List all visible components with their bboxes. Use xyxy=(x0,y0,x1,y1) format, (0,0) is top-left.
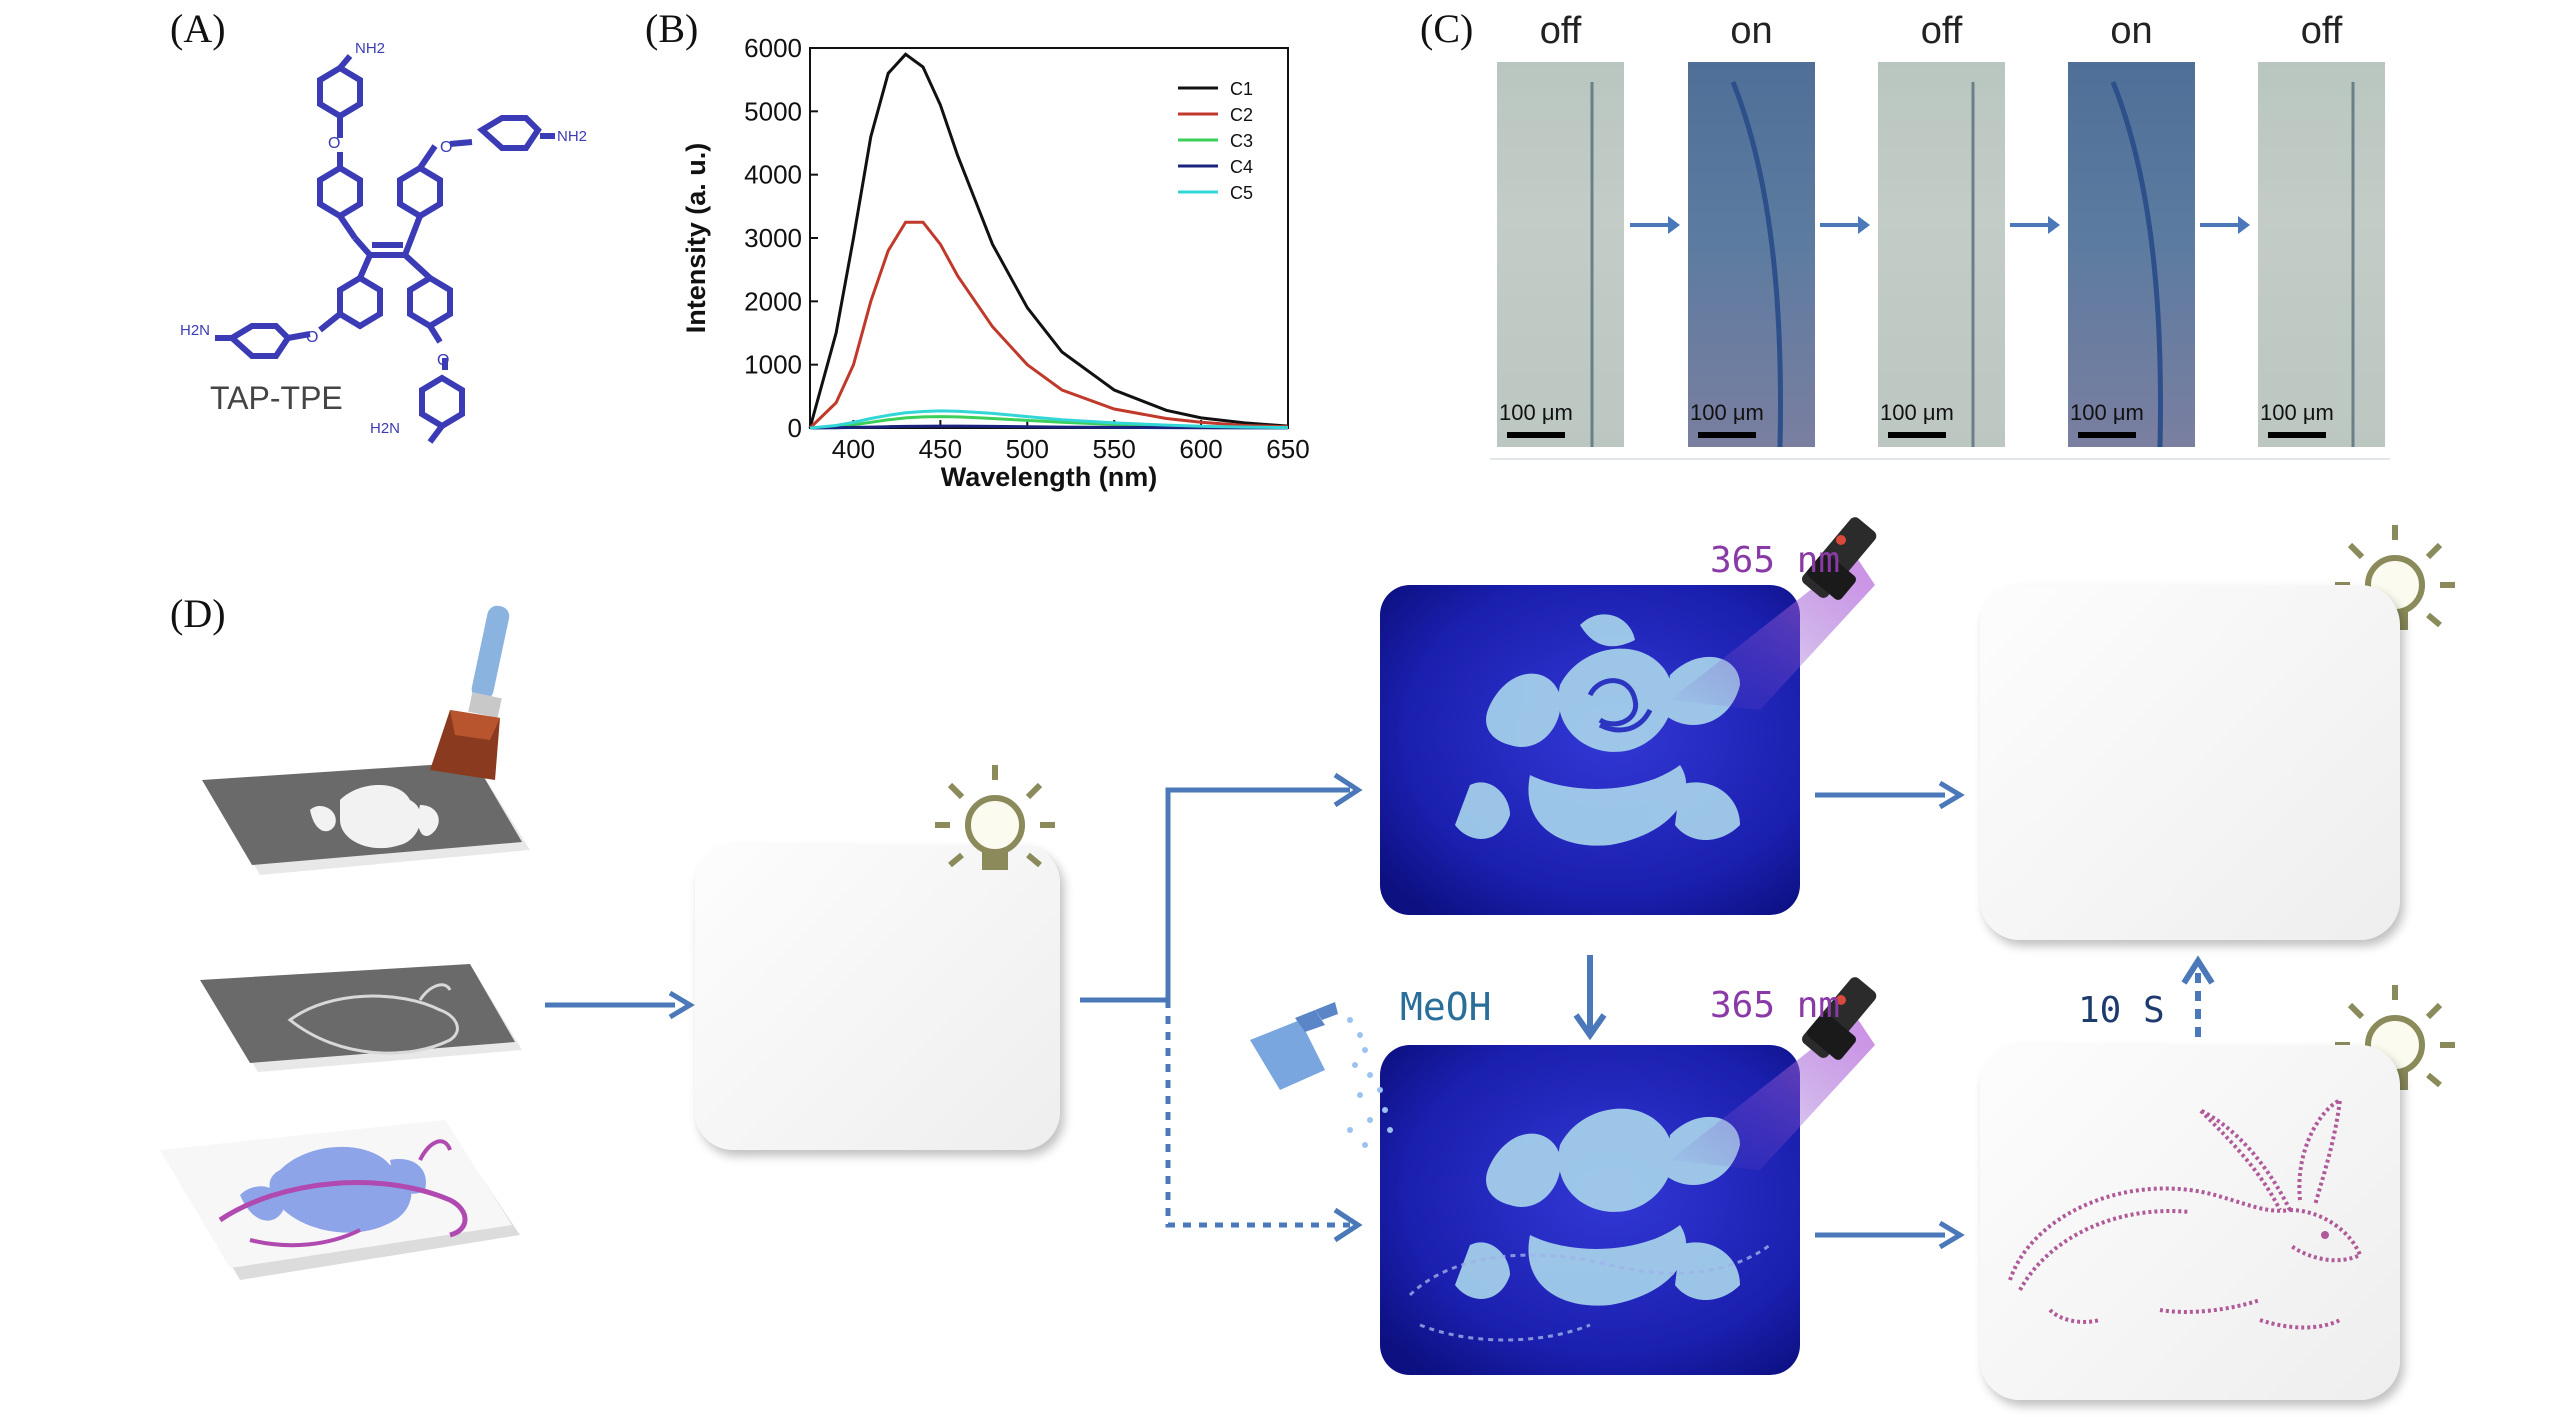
time-label: 10 S xyxy=(2078,990,2165,1031)
svg-text:O: O xyxy=(306,329,318,346)
state-label-on: on xyxy=(1730,10,1773,52)
state-label-off: off xyxy=(2300,10,2343,52)
amine-label-right: NH2 xyxy=(557,128,588,145)
panel-b-label: (B) xyxy=(645,6,699,51)
series-line-c2 xyxy=(808,220,1289,430)
panel-d-label: (D) xyxy=(170,591,226,636)
uv-wavelength-label-bottom: 365 nm xyxy=(1710,985,1841,1026)
y-tick-label: 5000 xyxy=(744,96,802,126)
svg-text:O: O xyxy=(328,135,340,152)
x-tick-label: 450 xyxy=(919,434,962,464)
x-tick-label: 400 xyxy=(832,434,875,464)
scale-bar-label: 100 μm xyxy=(1499,400,1573,425)
uv-flashlight-icon xyxy=(1670,517,1877,710)
legend-label-c1: C1 xyxy=(1230,79,1253,99)
series-line-c5 xyxy=(809,409,1289,430)
microfiber-photo-off xyxy=(1497,62,1624,447)
uv-rose-panel-top xyxy=(1380,585,1800,915)
scale-bar-label: 100 μm xyxy=(1690,400,1764,425)
y-tick-label: 4000 xyxy=(744,160,802,190)
molecule-name: TAP-TPE xyxy=(210,380,343,416)
y-tick-label: 6000 xyxy=(744,33,802,63)
legend-label-c3: C3 xyxy=(1230,131,1253,151)
scale-bar-label: 100 μm xyxy=(2070,400,2144,425)
series-line-c4 xyxy=(809,424,1288,430)
panel-a-label: (A) xyxy=(170,6,226,51)
microfiber-photo-off xyxy=(1878,62,2005,447)
uv-wavelength-label-top: 365 nm xyxy=(1710,540,1841,581)
arrow-down-to-methanol-step xyxy=(1573,955,1607,1040)
methanol-label: MeOH xyxy=(1400,985,1492,1029)
amine-label-top: NH2 xyxy=(355,40,386,57)
legend-label-c2: C2 xyxy=(1230,105,1253,125)
microfiber-photo-on xyxy=(2068,62,2195,447)
amine-label-bottom: H2N xyxy=(370,420,401,437)
y-tick-label: 2000 xyxy=(744,286,802,316)
y-tick-label: 1000 xyxy=(744,350,802,380)
microfiber-photo-on xyxy=(1688,62,1815,447)
scale-bar xyxy=(1698,432,1756,438)
dashed-arrow-up xyxy=(2181,955,2215,1055)
y-tick-label: 0 xyxy=(788,413,802,443)
scale-bar xyxy=(1888,432,1946,438)
x-tick-label: 600 xyxy=(1179,434,1222,464)
blank-paper-card xyxy=(695,845,1060,1150)
scale-bar xyxy=(1507,432,1565,438)
arrow-to-faded-card xyxy=(1815,780,1965,810)
legend-label-c5: C5 xyxy=(1230,183,1253,203)
scale-bar xyxy=(2268,432,2326,438)
arrow-to-blank-card xyxy=(545,990,695,1020)
tap-tpe-molecule-structure: O O O O xyxy=(215,54,555,444)
y-axis-label: Intensity (a. u.) xyxy=(681,143,711,334)
scale-bar-label: 100 μm xyxy=(1880,400,1954,425)
x-tick-label: 500 xyxy=(1006,434,1049,464)
stencil-stack-illustration xyxy=(160,762,530,1280)
light-bulb-icon xyxy=(935,765,1055,870)
y-tick-label: 3000 xyxy=(744,223,802,253)
x-tick-label: 650 xyxy=(1266,434,1309,464)
state-label-off: off xyxy=(1920,10,1963,52)
sequence-arrow-icon xyxy=(2198,210,2254,245)
legend-label-c4: C4 xyxy=(1230,157,1253,177)
plot-frame xyxy=(809,47,1289,429)
x-axis-label: Wavelength (nm) xyxy=(941,462,1158,492)
state-label-on: on xyxy=(2110,10,2153,52)
sequence-arrow-icon xyxy=(1818,210,1874,245)
x-tick-label: 550 xyxy=(1092,434,1135,464)
svg-text:O: O xyxy=(440,139,452,156)
rabbit-drawing xyxy=(2008,1096,2363,1330)
faded-paper-card xyxy=(1980,585,2400,940)
microfiber-photo-off xyxy=(2258,62,2385,447)
state-label-off: off xyxy=(1539,10,1582,52)
uv-rose-panel-bottom xyxy=(1380,1045,1800,1375)
branching-arrows xyxy=(1080,772,1363,1243)
arrow-to-rabbit-card xyxy=(1815,1220,1965,1250)
svg-text:O: O xyxy=(437,352,449,369)
sequence-arrow-icon xyxy=(1628,210,1684,245)
spray-bottle-icon xyxy=(1250,1002,1393,1148)
emission-spectra-chart: 400 450 500 550 600 650 0 1000 2000 3000 4000 5000 6… xyxy=(681,33,1310,492)
amine-label-left: H2N xyxy=(180,322,211,339)
scale-bar xyxy=(2078,432,2136,438)
panel-c-baseline xyxy=(1490,458,2390,460)
scale-bar-label: 100 μm xyxy=(2260,400,2334,425)
series-line-c1 xyxy=(808,52,1289,429)
paint-brush-icon xyxy=(430,605,510,780)
panel-c-label: (C) xyxy=(1420,6,1474,51)
uv-flashlight-icon xyxy=(1670,977,1877,1170)
sequence-arrow-icon xyxy=(2008,210,2064,245)
